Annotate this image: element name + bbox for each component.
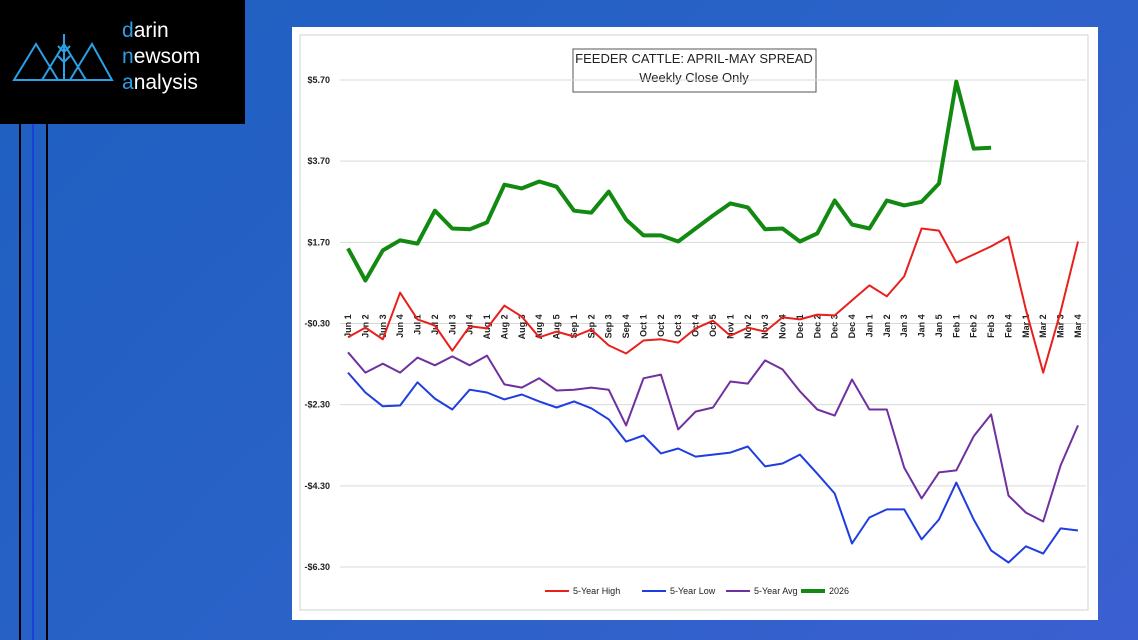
x-tick-label: Feb 3 bbox=[986, 314, 996, 338]
x-tick-label: Aug 5 bbox=[552, 314, 562, 339]
x-tick-label: Aug 3 bbox=[517, 314, 527, 339]
x-tick-label: Oct 2 bbox=[656, 314, 666, 337]
x-tick-label: Sep 1 bbox=[569, 314, 579, 338]
x-tick-label: Jan 2 bbox=[882, 314, 892, 337]
logo-line: analysis bbox=[122, 71, 198, 94]
chart: FEEDER CATTLE: APRIL-MAY SPREAD Weekly C… bbox=[299, 34, 1089, 611]
x-tick-label: Feb 4 bbox=[1003, 314, 1013, 338]
x-tick-label: Jun 3 bbox=[378, 314, 388, 338]
y-tick-label: $3.70 bbox=[307, 156, 330, 166]
x-tick-label: Dec 3 bbox=[830, 314, 840, 338]
series-line bbox=[347, 227, 1079, 374]
logo-line: darin bbox=[122, 19, 169, 42]
x-tick-label: Mar 2 bbox=[1038, 314, 1048, 338]
x-tick-label: Feb 2 bbox=[969, 314, 979, 338]
x-tick-label: Oct 5 bbox=[708, 314, 718, 337]
x-tick-label: Sep 4 bbox=[621, 314, 631, 338]
x-tick-label: Jan 4 bbox=[917, 314, 927, 337]
y-tick-label: $5.70 bbox=[307, 75, 330, 85]
x-tick-label: Jul 1 bbox=[413, 314, 423, 335]
x-tick-label: Nov 3 bbox=[760, 314, 770, 339]
y-tick-label: $1.70 bbox=[307, 237, 330, 247]
x-tick-label: Mar 1 bbox=[1021, 314, 1031, 338]
y-tick-label: -$2.30 bbox=[304, 400, 330, 410]
y-tick-label: -$6.30 bbox=[304, 562, 330, 572]
x-tick-label: Jun 2 bbox=[360, 314, 370, 338]
title-box bbox=[572, 48, 817, 93]
chart-panel: FEEDER CATTLE: APRIL-MAY SPREAD Weekly C… bbox=[292, 27, 1098, 620]
x-tick-label: Oct 3 bbox=[673, 314, 683, 337]
logo: darin newsom analysis bbox=[0, 0, 245, 124]
decor-line bbox=[32, 124, 34, 640]
x-tick-label: Jan 1 bbox=[864, 314, 874, 337]
legend-label: 5-Year High bbox=[573, 586, 620, 596]
chart-title: FEEDER CATTLE: APRIL-MAY SPREAD bbox=[575, 51, 813, 66]
plot-border bbox=[299, 34, 1089, 611]
x-tick-label: Dec 1 bbox=[795, 314, 805, 338]
series-line bbox=[347, 371, 1079, 564]
y-tick-label: -$0.30 bbox=[304, 319, 330, 329]
x-tick-label: Aug 2 bbox=[499, 314, 509, 339]
x-tick-label: Nov 2 bbox=[743, 314, 753, 339]
series-line bbox=[346, 79, 992, 283]
legend-label: 2026 bbox=[829, 586, 849, 596]
legend-label: 5-Year Avg bbox=[754, 586, 798, 596]
series-line bbox=[347, 351, 1079, 523]
chart-subtitle: Weekly Close Only bbox=[639, 70, 749, 85]
x-tick-label: Dec 2 bbox=[812, 314, 822, 338]
x-tick-label: Aug 4 bbox=[534, 314, 544, 339]
x-tick-label: Jul 4 bbox=[465, 314, 475, 335]
x-tick-label: Jun 4 bbox=[395, 314, 405, 338]
legend-label: 5-Year Low bbox=[670, 586, 716, 596]
x-tick-label: Sep 2 bbox=[586, 314, 596, 338]
logo-line: newsom bbox=[122, 45, 201, 68]
x-tick-label: Jul 3 bbox=[447, 314, 457, 335]
x-tick-label: Dec 4 bbox=[847, 314, 857, 338]
x-tick-label: Nov 1 bbox=[725, 314, 735, 339]
x-tick-label: Jan 3 bbox=[899, 314, 909, 337]
x-tick-label: Mar 3 bbox=[1056, 314, 1066, 338]
x-tick-label: Jan 5 bbox=[934, 314, 944, 337]
x-tick-label: Jun 1 bbox=[343, 314, 353, 338]
x-tick-label: Oct 1 bbox=[638, 314, 648, 337]
x-tick-label: Sep 3 bbox=[604, 314, 614, 338]
x-tick-label: Oct 4 bbox=[691, 314, 701, 337]
x-tick-label: Nov 4 bbox=[778, 314, 788, 339]
decor-line bbox=[46, 124, 48, 640]
y-tick-label: -$4.30 bbox=[304, 481, 330, 491]
x-tick-label: Feb 1 bbox=[951, 314, 961, 338]
decor-line bbox=[19, 124, 21, 640]
x-tick-label: Mar 4 bbox=[1073, 314, 1083, 338]
logo-icon bbox=[12, 34, 114, 81]
logo-text: darin newsom analysis bbox=[122, 18, 200, 96]
